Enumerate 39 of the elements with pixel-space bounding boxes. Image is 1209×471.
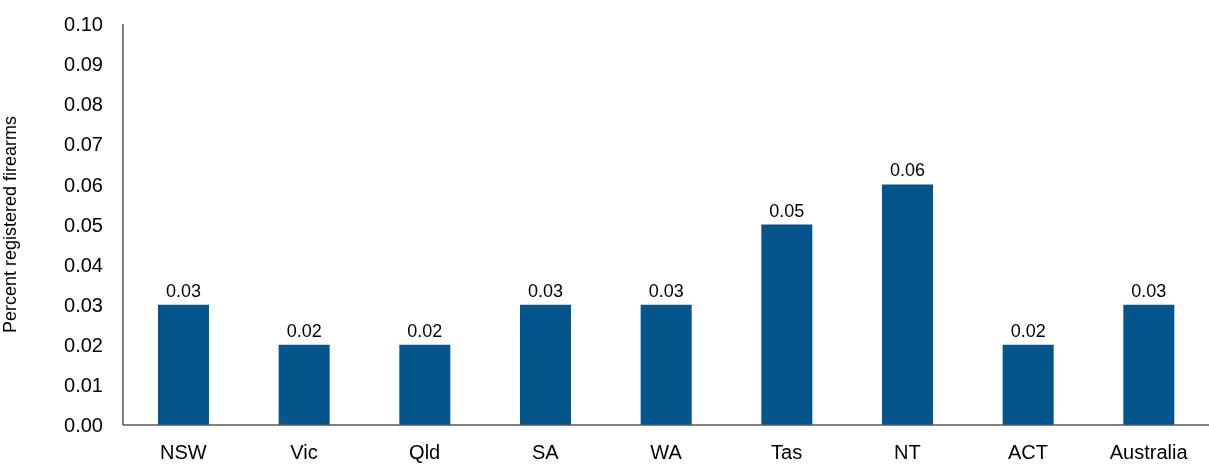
y-tick-label: 0.01 [64, 374, 103, 396]
x-tick-label: Qld [409, 441, 441, 464]
data-label: 0.03 [1131, 280, 1167, 301]
x-tick-label: ACT [1008, 441, 1048, 464]
data-label: 0.03 [527, 280, 564, 301]
data-label: 0.02 [286, 320, 322, 341]
x-tick-label: SA [531, 441, 560, 464]
y-tick-label: 0.09 [64, 53, 103, 76]
bar [399, 344, 451, 425]
bar [1002, 344, 1054, 425]
bar [881, 184, 933, 425]
data-label: 0.03 [165, 280, 202, 301]
bar [157, 304, 209, 425]
y-tick-label: 0.00 [64, 414, 103, 437]
y-tick-label: 0.03 [64, 293, 103, 316]
x-tick-label: Australia [1109, 441, 1189, 464]
y-tick-label: 0.06 [64, 173, 103, 196]
y-axis-title: Percent registered firearms [0, 115, 21, 334]
bar [640, 304, 692, 425]
y-tick-label: 0.05 [64, 213, 103, 236]
data-label: 0.06 [889, 160, 926, 181]
data-label: 0.03 [648, 280, 684, 301]
bar [519, 304, 571, 425]
data-label: 0.05 [769, 200, 805, 221]
x-tick-label: NT [894, 441, 921, 464]
x-tick-label: NSW [160, 441, 207, 464]
y-tick-label: 0.02 [64, 333, 103, 356]
y-tick-label: 0.04 [64, 253, 103, 276]
x-tick-label: Vic [290, 441, 318, 464]
bar [1123, 304, 1175, 425]
x-tick-label: Tas [771, 441, 803, 464]
data-label: 0.02 [407, 320, 443, 341]
y-tick-label: 0.08 [64, 93, 103, 116]
x-tick-label: WA [650, 441, 683, 464]
bar [761, 224, 813, 425]
y-tick-label: 0.07 [64, 133, 103, 156]
y-tick-label: 0.10 [64, 13, 103, 36]
bar [278, 344, 330, 425]
data-label: 0.02 [1010, 320, 1046, 341]
